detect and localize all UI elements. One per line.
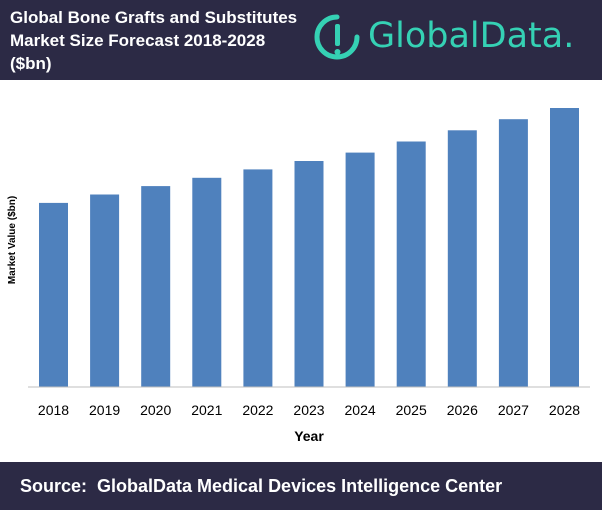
- chart-svg: 2018 2019 2020 2021 2022 2023 2024 2025 2026 2027…: [7, 108, 590, 444]
- bar-2020: [141, 186, 171, 387]
- x-tick-label-2020: 2020: [140, 402, 171, 418]
- chart-title-line-1: Global Bone Grafts and Substitutes: [10, 8, 298, 27]
- chart-title: Global Bone Grafts and Substitutes Marke…: [10, 6, 310, 75]
- globaldata-logo-icon: [314, 14, 360, 60]
- bar-2026: [447, 130, 477, 388]
- x-tick-label-2026: 2026: [447, 402, 478, 418]
- header-banner: Global Bone Grafts and Substitutes Marke…: [0, 0, 602, 80]
- bar-2027: [498, 119, 528, 387]
- bar-2022: [243, 169, 273, 387]
- bar-2028: [550, 108, 579, 387]
- bar-2019: [90, 194, 120, 387]
- x-tick-label-2028: 2028: [549, 402, 580, 418]
- brand-name: GlobalData.: [368, 16, 575, 56]
- x-tick-label-2025: 2025: [396, 402, 427, 418]
- bar-2024: [345, 152, 375, 387]
- chart-title-line-2: Market Size Forecast 2018-2028: [10, 31, 266, 50]
- bar-chart: 2018 2019 2020 2021 2022 2023 2024 2025 2026 2027…: [0, 80, 602, 462]
- globaldata-logo: GlobalData.: [312, 12, 597, 62]
- x-tick-label-2018: 2018: [38, 402, 69, 418]
- bar-2023: [294, 161, 324, 387]
- x-tick-label-2023: 2023: [293, 402, 324, 418]
- footer-banner: Source: GlobalData Medical Devices Intel…: [0, 462, 602, 510]
- x-tick-label-2022: 2022: [242, 402, 273, 418]
- source-note: Source: GlobalData Medical Devices Intel…: [20, 476, 503, 496]
- x-axis-title: Year: [294, 428, 324, 444]
- x-tick-label-2027: 2027: [498, 402, 529, 418]
- bar-2021: [192, 177, 222, 388]
- x-tick-label-2019: 2019: [89, 402, 120, 418]
- bar-2018: [39, 202, 68, 387]
- x-tick-label-2021: 2021: [191, 402, 222, 418]
- chart-title-line-3: ($bn): [10, 54, 52, 73]
- x-tick-label-2024: 2024: [345, 402, 376, 418]
- y-axis-title: Market Value ($bn): [7, 196, 18, 284]
- bar-2025: [396, 141, 426, 387]
